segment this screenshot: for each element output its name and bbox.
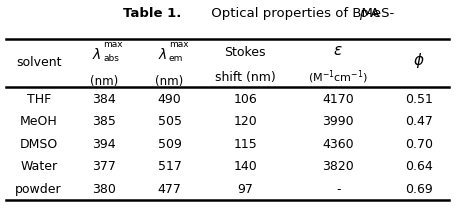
Text: 106: 106 xyxy=(233,93,257,106)
Text: 394: 394 xyxy=(92,138,116,151)
Text: 0.70: 0.70 xyxy=(405,138,433,151)
Text: 490: 490 xyxy=(158,93,182,106)
Text: max: max xyxy=(169,40,188,49)
Text: 505: 505 xyxy=(157,115,182,128)
Text: 115: 115 xyxy=(233,138,257,151)
Text: $\lambda$: $\lambda$ xyxy=(158,47,167,62)
Text: 4170: 4170 xyxy=(323,93,354,106)
Text: (M$^{-1}$cm$^{-1}$): (M$^{-1}$cm$^{-1}$) xyxy=(308,68,369,86)
Text: 3990: 3990 xyxy=(323,115,354,128)
Text: MeOH: MeOH xyxy=(20,115,57,128)
Text: (nm): (nm) xyxy=(90,75,118,88)
Text: (nm): (nm) xyxy=(156,75,184,88)
Text: 97: 97 xyxy=(237,183,253,196)
Text: 0.69: 0.69 xyxy=(405,183,433,196)
Text: Optical properties of BMeS-: Optical properties of BMeS- xyxy=(207,6,394,20)
Text: THF: THF xyxy=(26,93,51,106)
Text: 385: 385 xyxy=(92,115,116,128)
Text: 0.47: 0.47 xyxy=(405,115,433,128)
Text: $\varepsilon$: $\varepsilon$ xyxy=(334,43,343,58)
Text: abs: abs xyxy=(103,54,119,63)
Text: 477: 477 xyxy=(157,183,182,196)
Text: 4360: 4360 xyxy=(323,138,354,151)
Text: shift (nm): shift (nm) xyxy=(215,71,275,84)
Text: 0.51: 0.51 xyxy=(405,93,433,106)
Text: 380: 380 xyxy=(92,183,116,196)
Text: 517: 517 xyxy=(157,160,182,173)
Text: $\lambda$: $\lambda$ xyxy=(92,47,102,62)
Text: 384: 384 xyxy=(92,93,116,106)
Text: -: - xyxy=(336,183,340,196)
Text: Table 1.: Table 1. xyxy=(123,6,182,20)
Text: 3820: 3820 xyxy=(323,160,354,173)
Text: Stokes: Stokes xyxy=(224,46,266,59)
Text: 0.64: 0.64 xyxy=(405,160,433,173)
Text: em: em xyxy=(169,54,183,63)
Text: $\phi$: $\phi$ xyxy=(413,51,425,70)
Text: p: p xyxy=(359,6,367,20)
Text: 377: 377 xyxy=(92,160,116,173)
Text: Water: Water xyxy=(20,160,57,173)
Text: solvent: solvent xyxy=(16,56,61,69)
Text: max: max xyxy=(103,40,123,49)
Text: -A: -A xyxy=(367,6,380,20)
Text: 120: 120 xyxy=(233,115,257,128)
Text: 140: 140 xyxy=(233,160,257,173)
Text: powder: powder xyxy=(15,183,62,196)
Text: DMSO: DMSO xyxy=(20,138,58,151)
Text: 509: 509 xyxy=(157,138,182,151)
